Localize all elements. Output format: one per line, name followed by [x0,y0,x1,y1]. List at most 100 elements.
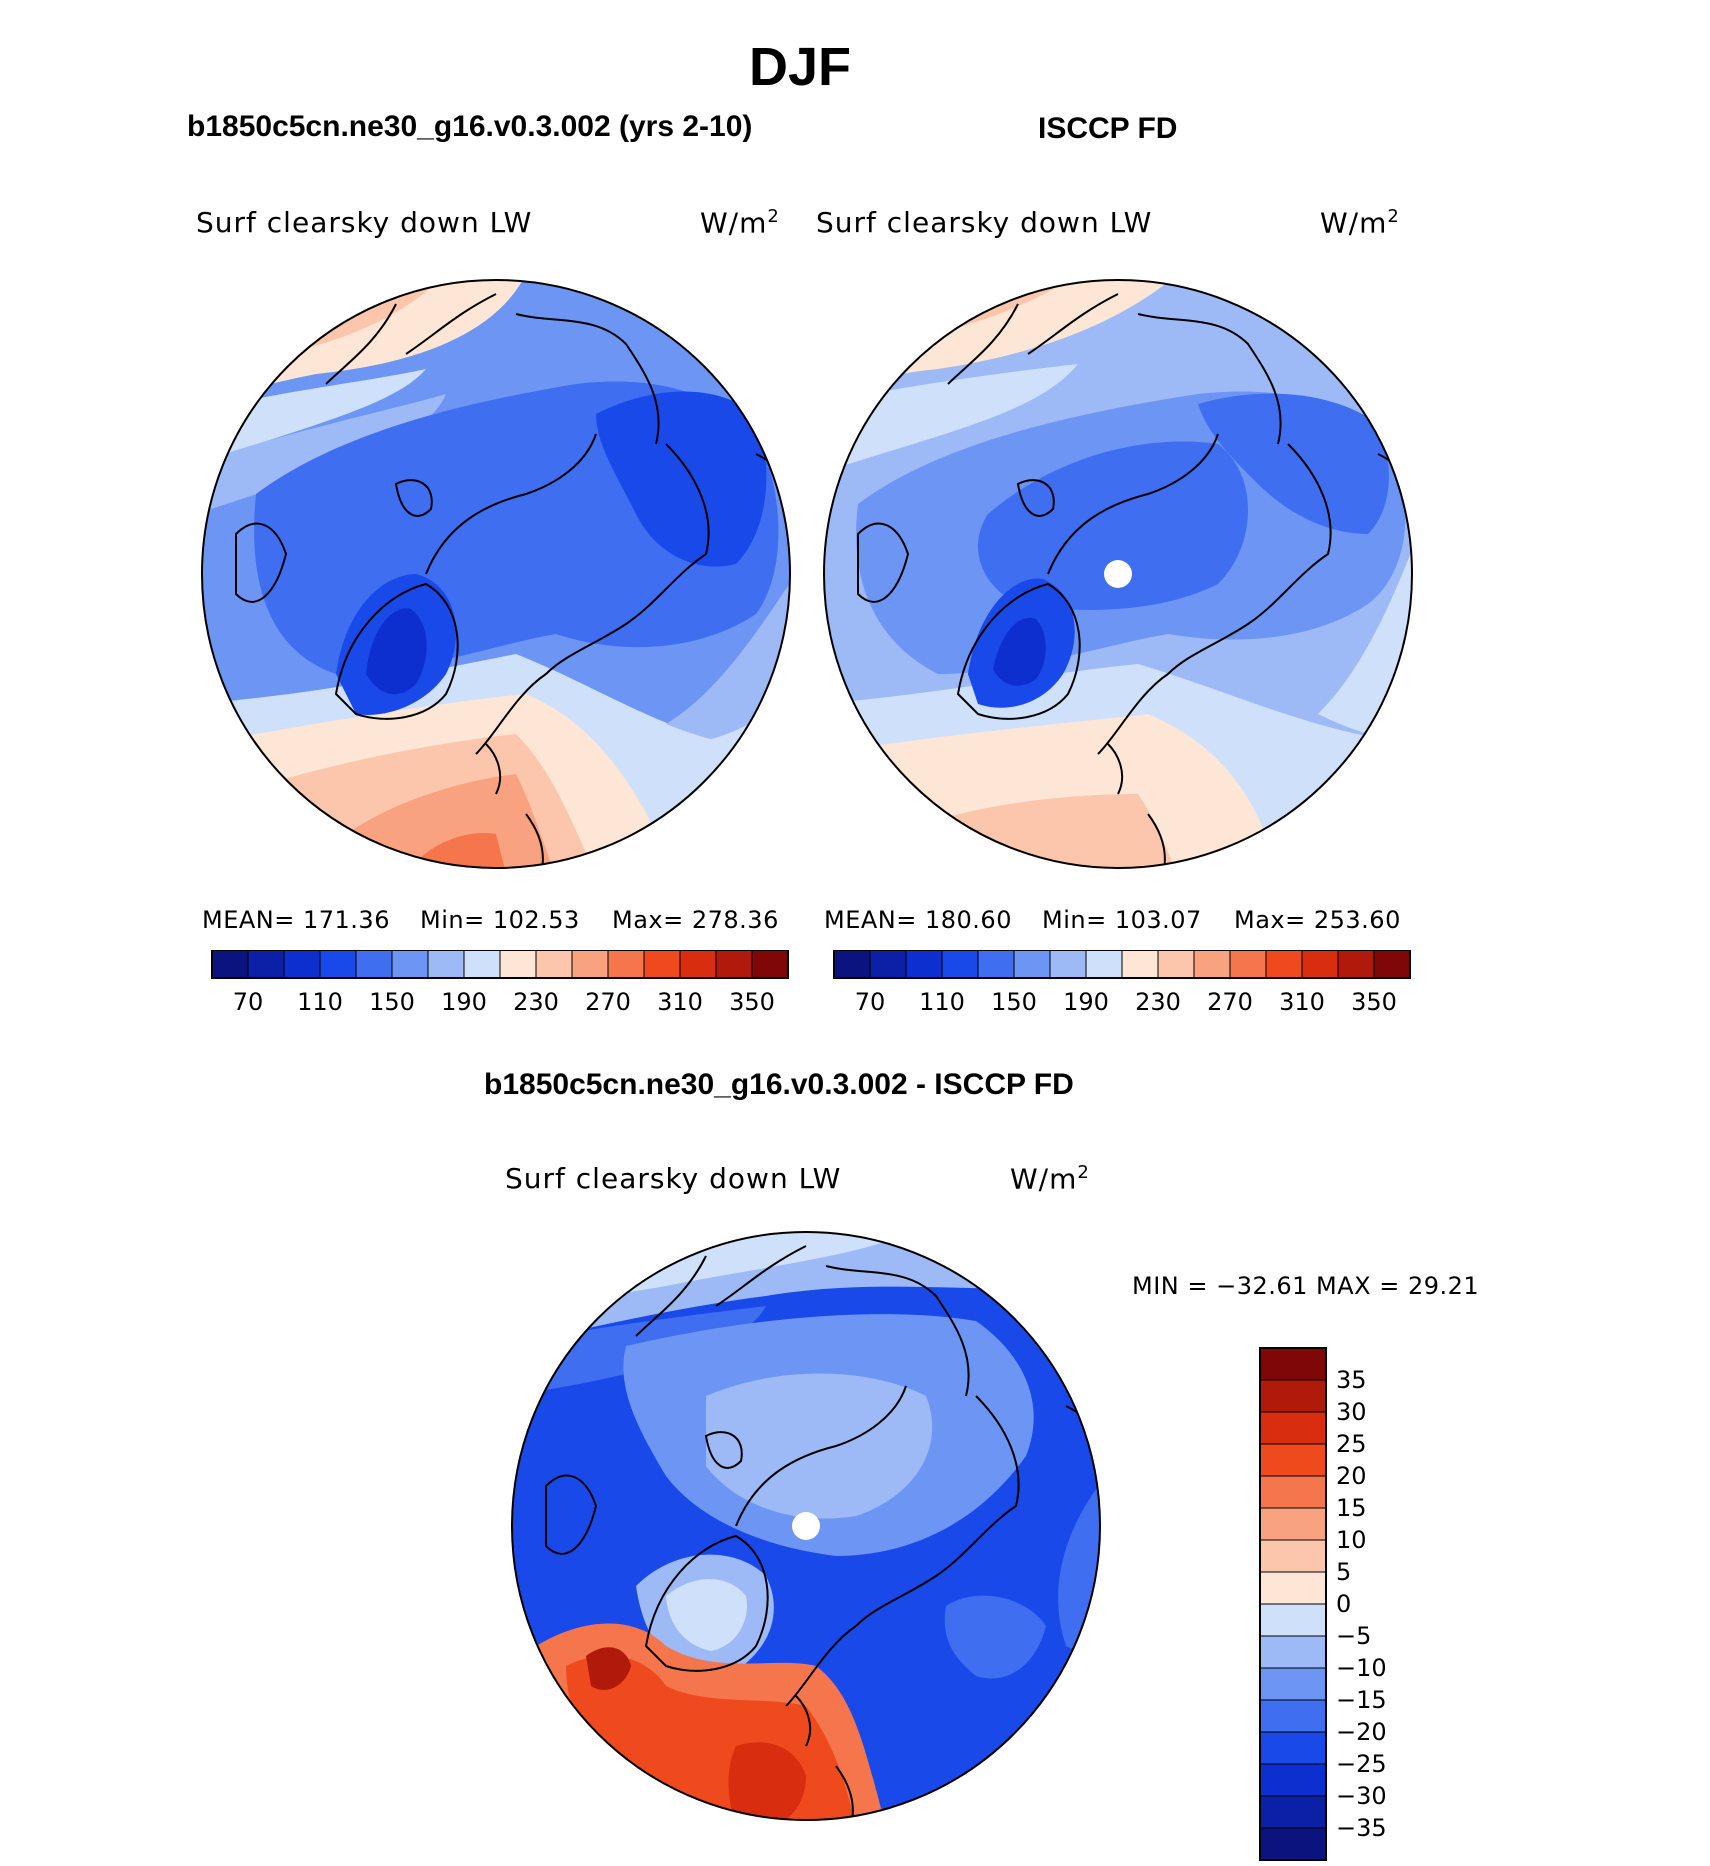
colorbar-swatch [1259,1379,1327,1413]
panel-1-polar-map [201,279,791,869]
colorbar-swatch [319,950,357,979]
colorbar-swatch [391,950,429,979]
map-boundary [511,1231,1101,1821]
colorbar-swatch [1259,1827,1327,1861]
colorbar-tick-label: −15 [1336,1686,1387,1714]
panel-1-units: W/m2 [700,206,780,240]
panel-1-mean: MEAN= 171.36 [202,906,390,934]
panel-1-variable-label: Surf clearsky down LW [196,206,533,239]
colorbar-swatch [1337,950,1375,979]
panel-2-mean: MEAN= 180.60 [824,906,1012,934]
panel-2-max: Max= 253.60 [1234,906,1401,934]
colorbar-tick-label: −5 [1336,1622,1371,1650]
colorbar-tick-label: −25 [1336,1750,1387,1778]
colorbar-swatch [1229,950,1267,979]
panel-3-polar-map [511,1231,1101,1821]
colorbar-tick-label: 15 [1336,1494,1367,1522]
panel-1-title: b1850c5cn.ne30_g16.v0.3.002 (yrs 2-10) [187,110,753,143]
colorbar-swatch [1259,1603,1327,1637]
colorbar-swatch [1259,1507,1327,1541]
colorbar-swatch [283,950,321,979]
colorbar-swatch [1259,1539,1327,1573]
colorbar-swatch [679,950,717,979]
colorbar-swatch [1157,950,1195,979]
colorbar-swatch [1049,950,1087,979]
colorbar-tick-label: 190 [441,988,487,1016]
colorbar-tick-label: 5 [1336,1558,1351,1586]
panel-1-min: Min= 102.53 [420,906,580,934]
colorbar-swatch [1259,1731,1327,1765]
colorbar-tick-label: −35 [1336,1814,1387,1842]
colorbar-tick-label: 110 [297,988,343,1016]
colorbar-swatch [499,950,537,979]
colorbar-swatch [977,950,1015,979]
colorbar-tick-label: 230 [1135,988,1181,1016]
colorbar-swatch [1259,1475,1327,1509]
colorbar-swatch [1259,1699,1327,1733]
panel-2-colorbar: 70 110 150 190 230 270 310 350 [833,950,1411,1016]
colorbar-swatch [869,950,907,979]
colorbar-tick-label: 110 [919,988,965,1016]
colorbar-tick-label: 350 [729,988,775,1016]
colorbar-swatch [715,950,753,979]
colorbar-swatch [751,950,789,979]
colorbar-swatch [535,950,573,979]
colorbar-tick-label: −10 [1336,1654,1387,1682]
map-boundary [823,279,1413,869]
map-boundary [201,279,791,869]
panel-3-colorbar: 35 30 25 20 15 10 5 0 −5 −10 −15 −20 −25 −30 −35 [1259,1347,1387,1861]
colorbar-swatch [247,950,285,979]
colorbar-tick-label: 270 [1207,988,1253,1016]
colorbar-tick-label: 30 [1336,1398,1367,1426]
panel-2-title: ISCCP FD [1038,112,1178,145]
colorbar-swatch [1259,1763,1327,1797]
colorbar-tick-label: 20 [1336,1462,1367,1490]
colorbar-tick-label: 350 [1351,988,1397,1016]
colorbar-tick-label: −20 [1336,1718,1387,1746]
colorbar-tick-label: 270 [585,988,631,1016]
colorbar-swatch [1259,1443,1327,1477]
panel-2-min: Min= 103.07 [1042,906,1202,934]
panel-2-variable-label: Surf clearsky down LW [816,206,1153,239]
colorbar-swatch [1259,1635,1327,1669]
colorbar-swatch [427,950,465,979]
colorbar-swatch [355,950,393,979]
colorbar-swatch [571,950,609,979]
colorbar-tick-label: −30 [1336,1782,1387,1810]
colorbar-tick-label: 310 [657,988,703,1016]
colorbar-swatch [1373,950,1411,979]
colorbar-swatch [1013,950,1051,979]
colorbar-tick-label: 150 [369,988,415,1016]
panel-3-variable-label: Surf clearsky down LW [505,1162,842,1195]
panel-3-minmax: MIN = −32.61 MAX = 29.21 [1132,1272,1480,1300]
colorbar-tick-label: 10 [1336,1526,1367,1554]
colorbar-tick-label: 70 [233,988,264,1016]
panel-3-units: W/m2 [1010,1162,1090,1196]
colorbar-tick-label: 310 [1279,988,1325,1016]
panel-2-polar-map [823,279,1413,869]
panel-1-max: Max= 278.36 [612,906,779,934]
map-field [824,280,1412,868]
colorbar-swatch [1265,950,1303,979]
colorbar-swatch [1259,1667,1327,1701]
colorbar-tick-label: 190 [1063,988,1109,1016]
colorbar-tick-label: 0 [1336,1590,1351,1618]
panel-1-colorbar: 70 110 150 190 230 270 310 350 [211,950,789,1016]
pole-missing-data [792,1512,820,1540]
colorbar-swatch [833,950,871,979]
colorbar-swatch [1121,950,1159,979]
colorbar-swatch [1259,1347,1327,1381]
colorbar-swatch [941,950,979,979]
panel-3-title: b1850c5cn.ne30_g16.v0.3.002 - ISCCP FD [484,1068,1074,1101]
colorbar-tick-label: 230 [513,988,559,1016]
colorbar-swatch [905,950,943,979]
colorbar-swatch [643,950,681,979]
colorbar-tick-label: 35 [1336,1366,1367,1394]
colorbar-swatch [1259,1411,1327,1445]
colorbar-swatch [463,950,501,979]
panel-2-units: W/m2 [1320,206,1400,240]
colorbar-swatch [1259,1571,1327,1605]
colorbar-swatch [607,950,645,979]
figure-title: DJF [748,37,851,97]
colorbar-tick-label: 70 [855,988,886,1016]
